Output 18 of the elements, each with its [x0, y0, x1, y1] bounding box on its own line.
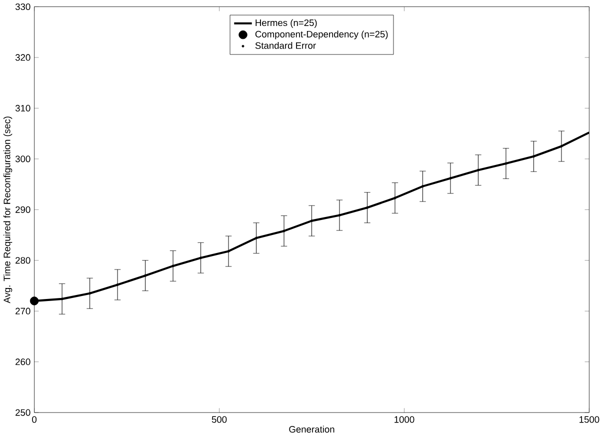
y-tick-label: 270 — [16, 308, 30, 314]
y-tick-label: 320 — [15, 54, 30, 61]
x-tick-label: 1000 — [394, 416, 414, 423]
y-axis-title: Avg. Time Required for Reconfiguration (sec) — [3, 116, 12, 304]
y-tick-label: 310 — [15, 104, 30, 112]
legend-label: Component-Dependency (n=25) — [255, 30, 388, 40]
x-tick-label: 0 — [32, 416, 37, 423]
y-tick-label: 330 — [15, 3, 30, 10]
x-axis-title: Generation — [289, 426, 334, 433]
legend-label: Standard Error — [255, 42, 316, 49]
y-tick-label: 260 — [16, 358, 30, 366]
y-tick-label: 300 — [15, 156, 30, 162]
legend-label: Hermes (n=25) — [256, 19, 317, 28]
y-tick-label: 290 — [16, 206, 30, 213]
x-tick-label: 500 — [212, 416, 227, 423]
y-tick-label: 250 — [16, 409, 30, 416]
x-tick-label: 1500 — [580, 416, 600, 423]
y-tick-label: 280 — [16, 257, 30, 264]
